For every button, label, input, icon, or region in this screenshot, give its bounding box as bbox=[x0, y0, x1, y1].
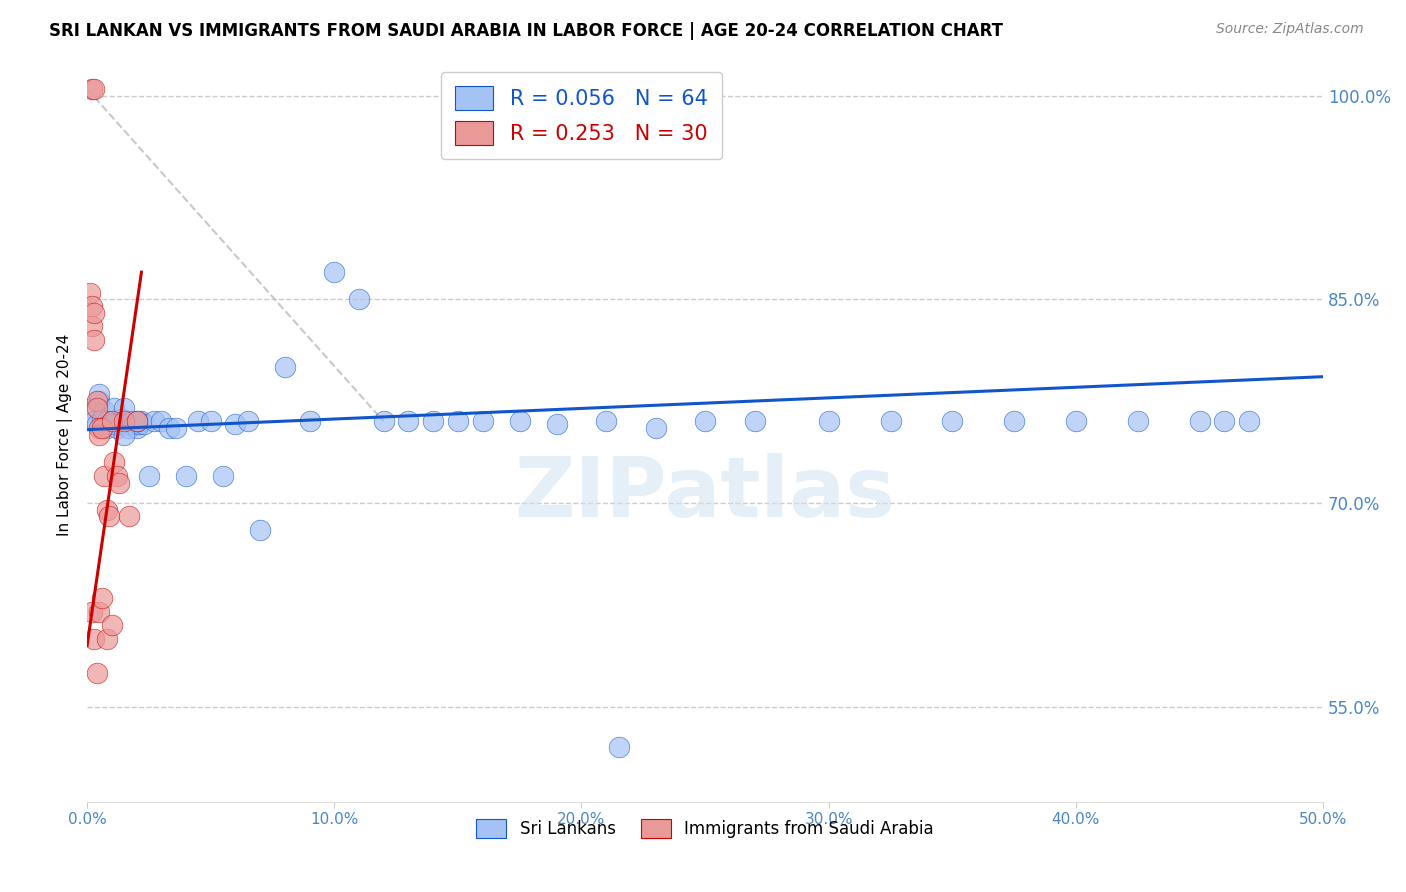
Point bbox=[157, 421, 180, 435]
Point bbox=[101, 618, 124, 632]
Point bbox=[274, 360, 297, 375]
Point bbox=[347, 293, 370, 307]
Point bbox=[212, 468, 235, 483]
Point bbox=[1064, 415, 1087, 429]
Point bbox=[96, 502, 118, 516]
Point bbox=[644, 421, 666, 435]
Point bbox=[101, 415, 124, 429]
Point bbox=[595, 415, 617, 429]
Point bbox=[165, 421, 187, 435]
Text: Source: ZipAtlas.com: Source: ZipAtlas.com bbox=[1216, 22, 1364, 37]
Point bbox=[174, 468, 197, 483]
Point bbox=[693, 415, 716, 429]
Point bbox=[83, 415, 105, 429]
Point bbox=[744, 415, 766, 429]
Point bbox=[89, 428, 111, 442]
Point bbox=[108, 855, 131, 870]
Point bbox=[111, 411, 134, 425]
Point bbox=[83, 82, 105, 96]
Point bbox=[298, 415, 321, 429]
Point bbox=[90, 421, 112, 435]
Point bbox=[86, 665, 108, 680]
Point bbox=[98, 417, 121, 432]
Point bbox=[941, 415, 963, 429]
Point bbox=[96, 421, 118, 435]
Point bbox=[80, 319, 103, 334]
Point bbox=[83, 333, 105, 347]
Point bbox=[101, 417, 124, 432]
Point bbox=[373, 415, 395, 429]
Point bbox=[93, 468, 115, 483]
Point bbox=[118, 509, 141, 524]
Point bbox=[112, 428, 135, 442]
Point bbox=[118, 421, 141, 435]
Point bbox=[471, 415, 494, 429]
Point bbox=[200, 415, 222, 429]
Point bbox=[879, 415, 901, 429]
Point bbox=[108, 475, 131, 490]
Point bbox=[224, 417, 246, 432]
Point bbox=[122, 417, 145, 432]
Point bbox=[108, 417, 131, 432]
Point bbox=[131, 415, 153, 429]
Point bbox=[101, 415, 124, 429]
Y-axis label: In Labor Force | Age 20-24: In Labor Force | Age 20-24 bbox=[58, 334, 73, 536]
Point bbox=[89, 421, 111, 435]
Point bbox=[90, 411, 112, 425]
Point bbox=[83, 632, 105, 646]
Point bbox=[80, 605, 103, 619]
Point bbox=[138, 468, 160, 483]
Point bbox=[125, 415, 148, 429]
Point bbox=[1188, 415, 1211, 429]
Point bbox=[249, 523, 271, 537]
Point bbox=[128, 417, 150, 432]
Point bbox=[93, 403, 115, 417]
Point bbox=[1237, 415, 1260, 429]
Point bbox=[1002, 415, 1025, 429]
Point bbox=[98, 509, 121, 524]
Point bbox=[79, 285, 101, 300]
Point bbox=[89, 394, 111, 409]
Point bbox=[817, 415, 839, 429]
Point bbox=[90, 591, 112, 605]
Point bbox=[80, 82, 103, 96]
Point bbox=[96, 632, 118, 646]
Point bbox=[509, 415, 531, 429]
Text: ZIPatlas: ZIPatlas bbox=[515, 453, 896, 534]
Point bbox=[105, 468, 128, 483]
Point bbox=[89, 387, 111, 401]
Point bbox=[86, 394, 108, 409]
Point bbox=[607, 740, 630, 755]
Point bbox=[86, 401, 108, 415]
Point bbox=[546, 417, 568, 432]
Point bbox=[121, 415, 143, 429]
Point bbox=[103, 401, 125, 415]
Point bbox=[422, 415, 444, 429]
Point bbox=[112, 401, 135, 415]
Point bbox=[323, 265, 346, 279]
Point bbox=[86, 417, 108, 432]
Point bbox=[112, 415, 135, 429]
Point bbox=[150, 415, 173, 429]
Point bbox=[89, 605, 111, 619]
Point bbox=[447, 415, 470, 429]
Point bbox=[125, 415, 148, 429]
Text: SRI LANKAN VS IMMIGRANTS FROM SAUDI ARABIA IN LABOR FORCE | AGE 20-24 CORRELATIO: SRI LANKAN VS IMMIGRANTS FROM SAUDI ARAB… bbox=[49, 22, 1004, 40]
Point bbox=[132, 417, 155, 432]
Point bbox=[125, 421, 148, 435]
Point bbox=[96, 415, 118, 429]
Point bbox=[105, 421, 128, 435]
Point bbox=[115, 417, 138, 432]
Point bbox=[236, 415, 259, 429]
Legend: Sri Lankans, Immigrants from Saudi Arabia: Sri Lankans, Immigrants from Saudi Arabi… bbox=[470, 812, 941, 845]
Point bbox=[80, 299, 103, 313]
Point bbox=[103, 455, 125, 469]
Point bbox=[83, 306, 105, 320]
Point bbox=[398, 415, 420, 429]
Point bbox=[142, 415, 165, 429]
Point bbox=[187, 415, 209, 429]
Point bbox=[1213, 415, 1236, 429]
Point bbox=[1126, 415, 1149, 429]
Point bbox=[80, 401, 103, 415]
